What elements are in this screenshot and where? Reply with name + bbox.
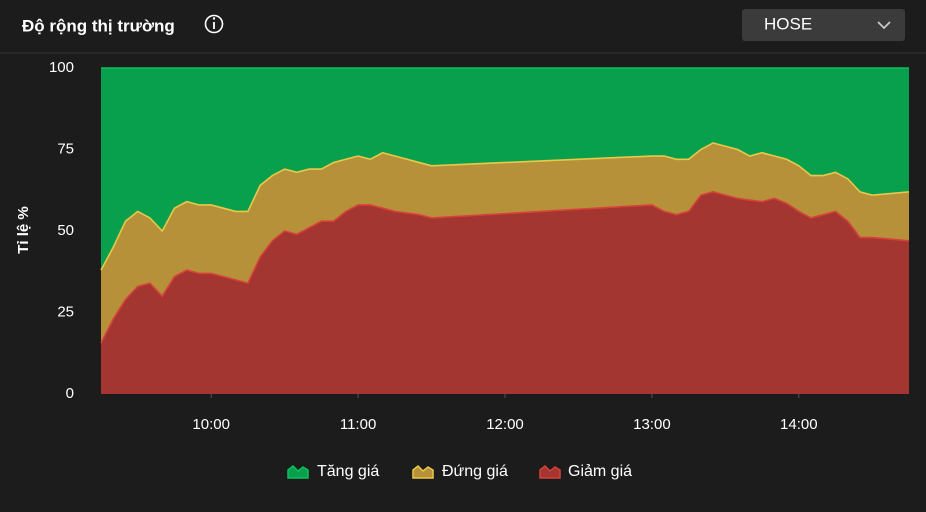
exchange-dropdown[interactable]: HOSE: [742, 9, 905, 41]
area-edge: [100, 142, 910, 271]
area-fill: [101, 191, 909, 394]
widget-title: Độ rộng thị trường: [22, 16, 175, 35]
y-tick-label: 25: [57, 303, 74, 320]
x-tick-label: 14:00: [780, 416, 818, 433]
y-tick-label: 0: [66, 385, 74, 402]
x-tick-label: 11:00: [340, 416, 376, 433]
legend-label: Đứng giá: [442, 463, 508, 480]
y-axis-label: Tỉ lệ %: [15, 206, 32, 254]
legend-swatch: [539, 464, 561, 479]
plot-area: 0 25 50 75 100 10:00 11:00 12:00 13:00 14:00: [49, 59, 910, 433]
x-tick-label: 12:00: [486, 416, 524, 433]
legend-label: Tăng giá: [317, 463, 379, 480]
dropdown-value: HOSE: [764, 14, 812, 33]
x-tick-label: 10:00: [192, 416, 230, 433]
legend-swatch: [287, 464, 309, 479]
area-edge: [100, 191, 910, 344]
y-tick-label: 100: [49, 59, 74, 76]
x-tick-label: 13:00: [633, 416, 671, 433]
y-tick-label: 75: [57, 140, 74, 157]
area-fill: [101, 68, 909, 271]
info-icon[interactable]: [204, 14, 224, 34]
y-tick-label: 50: [57, 222, 74, 239]
legend-label: Giảm giá: [568, 463, 632, 480]
legend-swatch: [412, 464, 434, 479]
legend: Tăng giá Đứng giá Giảm giá: [287, 463, 632, 480]
